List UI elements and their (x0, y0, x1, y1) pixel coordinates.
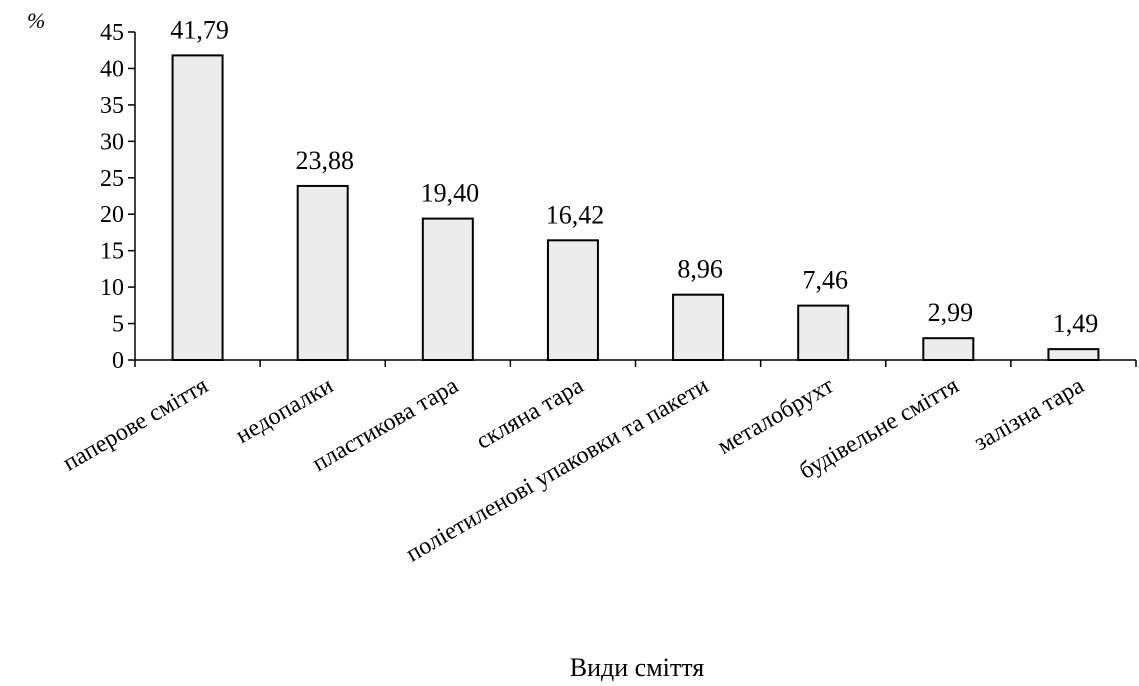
bar (171, 54, 224, 361)
value-label: 23,88 (295, 146, 354, 175)
bar (922, 337, 975, 361)
bars (171, 54, 1100, 362)
y-axis-ticks (128, 31, 135, 361)
category-label: металобрухт (713, 372, 838, 459)
bar (421, 217, 474, 361)
category-label: залізна тара (970, 373, 1089, 457)
bar (672, 293, 725, 361)
value-label: 2,99 (928, 298, 974, 327)
y-tick-label: 5 (112, 312, 124, 338)
value-label: 1,49 (1053, 309, 1099, 338)
bar (797, 304, 850, 361)
value-label: 19,40 (421, 179, 480, 208)
y-tick-label: 30 (100, 129, 124, 155)
y-tick-label: 25 (100, 166, 124, 192)
y-tick-label: 45 (100, 20, 124, 46)
x-axis-ticks (134, 360, 1137, 367)
y-tick-label: 40 (100, 56, 124, 82)
category-label: паперове сміття (59, 373, 213, 477)
value-label: 16,42 (546, 200, 605, 229)
value-label: 41,79 (170, 15, 229, 44)
value-label: 8,96 (677, 255, 723, 284)
bar (1047, 348, 1100, 362)
category-label: недопалки (232, 373, 338, 449)
y-tick-label: 20 (100, 202, 124, 228)
bar (296, 184, 349, 361)
value-label: 7,46 (802, 266, 848, 295)
y-axis-tick-labels: 0 5 10 15 20 25 30 35 40 45 (100, 20, 124, 374)
y-axis-unit-label: % (27, 8, 45, 33)
x-axis-title: Види сміття (570, 653, 704, 682)
y-tick-label: 10 (100, 275, 124, 301)
value-labels: 41,79 23,88 19,40 16,42 8,96 7,46 2,99 1,49 (170, 15, 1098, 338)
bar (546, 239, 599, 362)
y-tick-label: 35 (100, 93, 124, 119)
category-label: скляна тара (472, 373, 588, 455)
y-tick-label: 0 (112, 348, 124, 374)
y-tick-label: 15 (100, 239, 124, 265)
